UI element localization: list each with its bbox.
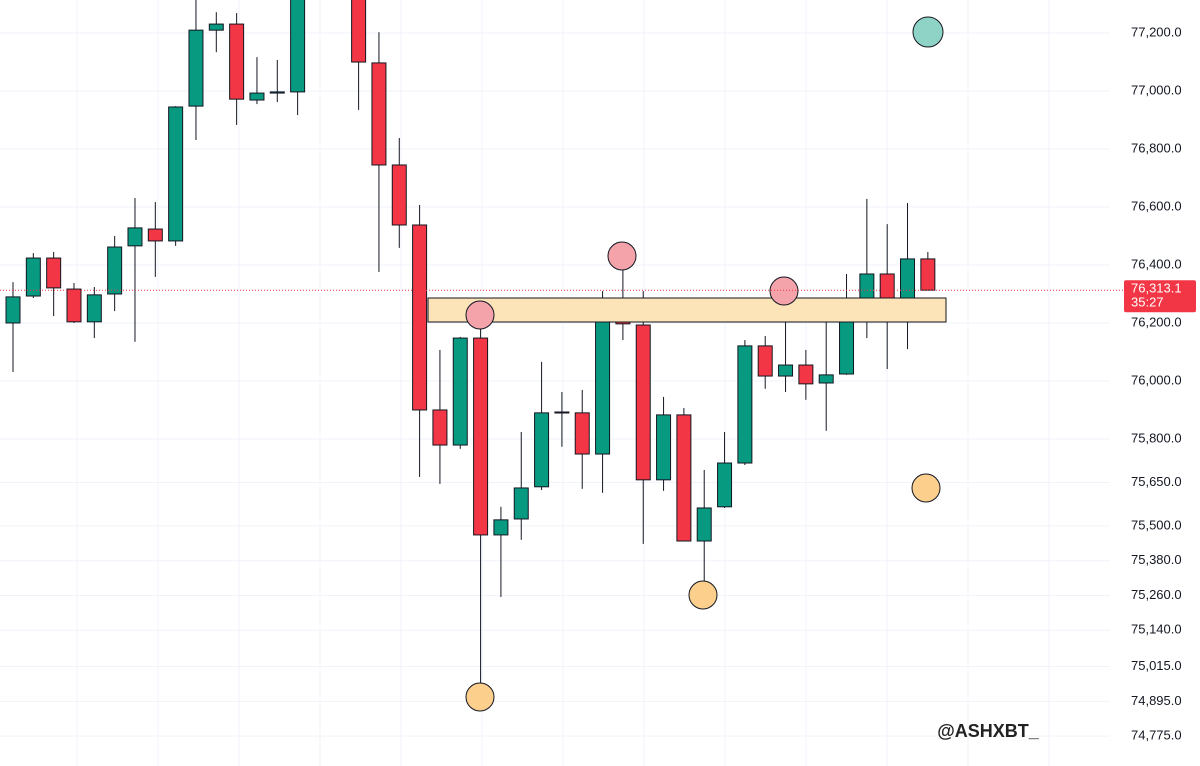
resistance-zone (427, 297, 947, 323)
current-price-label: 76,313.1 (1131, 281, 1182, 296)
candle-body (249, 92, 265, 101)
candle-body (168, 106, 184, 242)
marker-circle (465, 682, 495, 712)
candle-body (351, 0, 367, 63)
candle-body (432, 409, 448, 446)
candle-body (635, 324, 651, 481)
y-tick-label: 75,650.0 (1131, 474, 1182, 489)
candle-body (717, 462, 733, 508)
candle-body (737, 345, 753, 464)
y-tick-label: 75,140.0 (1131, 622, 1182, 637)
y-tick-label: 76,200.0 (1131, 314, 1182, 329)
grid (0, 0, 1110, 766)
y-tick-label: 75,015.0 (1131, 658, 1182, 673)
marker-circle (912, 16, 944, 48)
y-tick-label: 75,260.0 (1131, 587, 1182, 602)
marker-circle (688, 580, 718, 610)
candle-body (452, 337, 468, 446)
y-tick-label: 75,380.0 (1131, 552, 1182, 567)
candle-body (757, 345, 773, 377)
candle-body (66, 288, 82, 323)
candle-body (513, 487, 529, 520)
marker-circle (911, 473, 941, 503)
candle-body (127, 227, 143, 247)
candle-body (371, 62, 387, 166)
candle-body (290, 0, 306, 93)
candle-body (208, 23, 224, 31)
candle-body (798, 364, 814, 385)
y-tick-label: 75,500.0 (1131, 517, 1182, 532)
candle-body (391, 164, 407, 226)
candle-body (269, 91, 285, 94)
y-tick-label: 76,400.0 (1131, 256, 1182, 271)
candle-body (107, 246, 123, 295)
candle-body (778, 364, 794, 377)
marker-circle (769, 276, 799, 306)
candle-body (412, 224, 428, 411)
marker-circle (607, 241, 637, 271)
y-tick-label: 76,000.0 (1131, 372, 1182, 387)
candle-body (920, 258, 936, 291)
marker-circle (465, 300, 495, 330)
candle-body (188, 29, 204, 107)
current-price-box (1124, 280, 1196, 313)
candle-body (554, 411, 570, 414)
y-tick-label: 74,895.0 (1131, 693, 1182, 708)
annotations (427, 16, 947, 712)
y-tick-label: 76,600.0 (1131, 198, 1182, 213)
candle-body (46, 257, 62, 289)
y-tick-label: 76,800.0 (1131, 140, 1182, 155)
countdown-label: 35:27 (1131, 295, 1164, 310)
candle-body (656, 414, 672, 481)
candle-body (696, 507, 712, 542)
y-tick-label: 74,775.0 (1131, 728, 1182, 743)
candle-body (473, 337, 489, 536)
candle-body (25, 257, 41, 297)
candle-body (818, 374, 834, 384)
candle-body (5, 296, 21, 324)
candle-body (574, 412, 590, 455)
y-tick-label: 77,200.0 (1131, 24, 1182, 39)
candle-body (493, 519, 509, 536)
watermark: @ASHXBT_ (937, 721, 1040, 741)
candle-body (147, 228, 163, 242)
candle-body (595, 320, 611, 455)
candle-body (86, 294, 102, 323)
y-tick-label: 75,800.0 (1131, 430, 1182, 445)
candle-body (676, 414, 692, 542)
candle-body (534, 412, 550, 488)
candles (5, 0, 936, 697)
y-tick-label: 77,000.0 (1131, 82, 1182, 97)
price-axis: 77,200.0 77,000.0 76,800.0 76,600.0 76,400.0… (1131, 24, 1182, 742)
candle-body (229, 23, 245, 100)
